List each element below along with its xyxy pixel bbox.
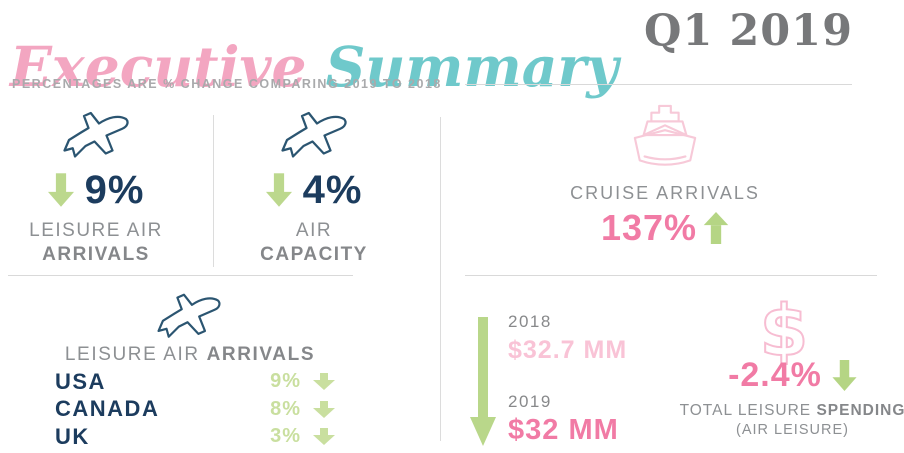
spending-change-row: -2.4%: [685, 356, 900, 395]
country-label: CANADA: [55, 396, 160, 421]
stat-value-row: 4%: [265, 167, 363, 212]
cruise-value: 137%: [600, 207, 698, 248]
divider-top-stats: [213, 115, 214, 267]
country-value: 9%: [270, 370, 301, 392]
stat-label-line2: ARRIVALS: [42, 243, 150, 265]
breakdown-row-uk: UK 3%: [55, 423, 335, 449]
subtitle-note: PERCENTAGES ARE % CHANGE COMPARING 2019 …: [12, 77, 442, 91]
stat-value: 4%: [302, 167, 363, 212]
airplane-icon: [63, 111, 129, 158]
stat-label-line1: LEISURE AIR: [29, 220, 163, 241]
spending-sublabel: (AIR LEISURE): [736, 422, 849, 438]
page-title: Executive Summary: [10, 33, 618, 102]
spending-curr-block: 2019 $32 MM: [508, 392, 619, 447]
airplane-icon: [281, 111, 347, 158]
stat-label: AIR CAPACITY: [260, 219, 368, 267]
stat-value: 9%: [84, 167, 145, 212]
stat-leisure-air-arrivals: 9% LEISURE AIR ARRIVALS: [2, 104, 190, 267]
arrow-up-icon: [703, 212, 729, 244]
dollar-sign-icon: $: [759, 295, 810, 365]
divider-bottom-right: [465, 275, 877, 276]
stat-label-line2: CAPACITY: [260, 243, 368, 265]
amount-prev: $32.7 MM: [508, 336, 628, 364]
arrow-down-icon: [47, 173, 74, 207]
amount-curr: $32 MM: [508, 414, 619, 446]
country-value: 3%: [270, 425, 301, 447]
year-label: 2018: [508, 312, 552, 331]
country-label: UK: [55, 423, 90, 449]
year-label: 2019: [508, 392, 552, 411]
arrow-down-icon: [265, 173, 292, 207]
spending-label-bold: SPENDING: [816, 402, 904, 419]
cruise-ship-icon: [633, 104, 697, 166]
title-word-summary: Summary: [325, 33, 619, 99]
stat-air-capacity: 4% AIR CAPACITY: [216, 104, 412, 267]
spending-label-regular: TOTAL LEISURE: [679, 402, 812, 419]
spending-prev-block: 2018 $32.7 MM: [508, 312, 627, 365]
breakdown-title: LEISURE AIR ARRIVALS: [0, 344, 380, 366]
spending-label: TOTAL LEISURE SPENDING: [650, 402, 904, 420]
arrow-down-icon: [313, 373, 335, 390]
title-word-executive: Executive: [10, 33, 307, 99]
stat-value-row: 9%: [47, 167, 145, 212]
arrow-down-icon: [313, 428, 335, 445]
period-label: Q1 2019: [644, 6, 854, 56]
stat-label: LEISURE AIR ARRIVALS: [29, 219, 163, 267]
divider-bottom-left: [8, 275, 353, 276]
breakdown-rows: USA 9% CANADA 8% UK 3%: [55, 368, 335, 449]
cruise-label: CRUISE ARRIVALS: [570, 183, 760, 203]
svg-text:$: $: [760, 295, 809, 365]
spending-change-value: -2.4%: [728, 356, 822, 394]
arrow-down-icon: [313, 400, 335, 418]
divider-main-vertical: [440, 117, 441, 441]
header-rule: [465, 84, 852, 85]
airplane-icon: [157, 293, 221, 338]
arrow-down-long-icon: [470, 317, 496, 446]
country-value: 8%: [270, 397, 301, 420]
arrow-down-icon: [832, 360, 857, 391]
breakdown-row-canada: CANADA 8%: [55, 396, 335, 421]
country-label: USA: [55, 368, 106, 394]
breakdown-title-regular: LEISURE AIR: [64, 344, 200, 365]
cruise-value-row: 137%: [601, 207, 729, 249]
stat-cruise-arrivals: CRUISE ARRIVALS 137%: [545, 102, 785, 249]
breakdown-row-usa: USA 9%: [55, 368, 335, 394]
breakdown-title-bold: ARRIVALS: [206, 344, 316, 365]
stat-label-line1: AIR: [295, 220, 333, 241]
